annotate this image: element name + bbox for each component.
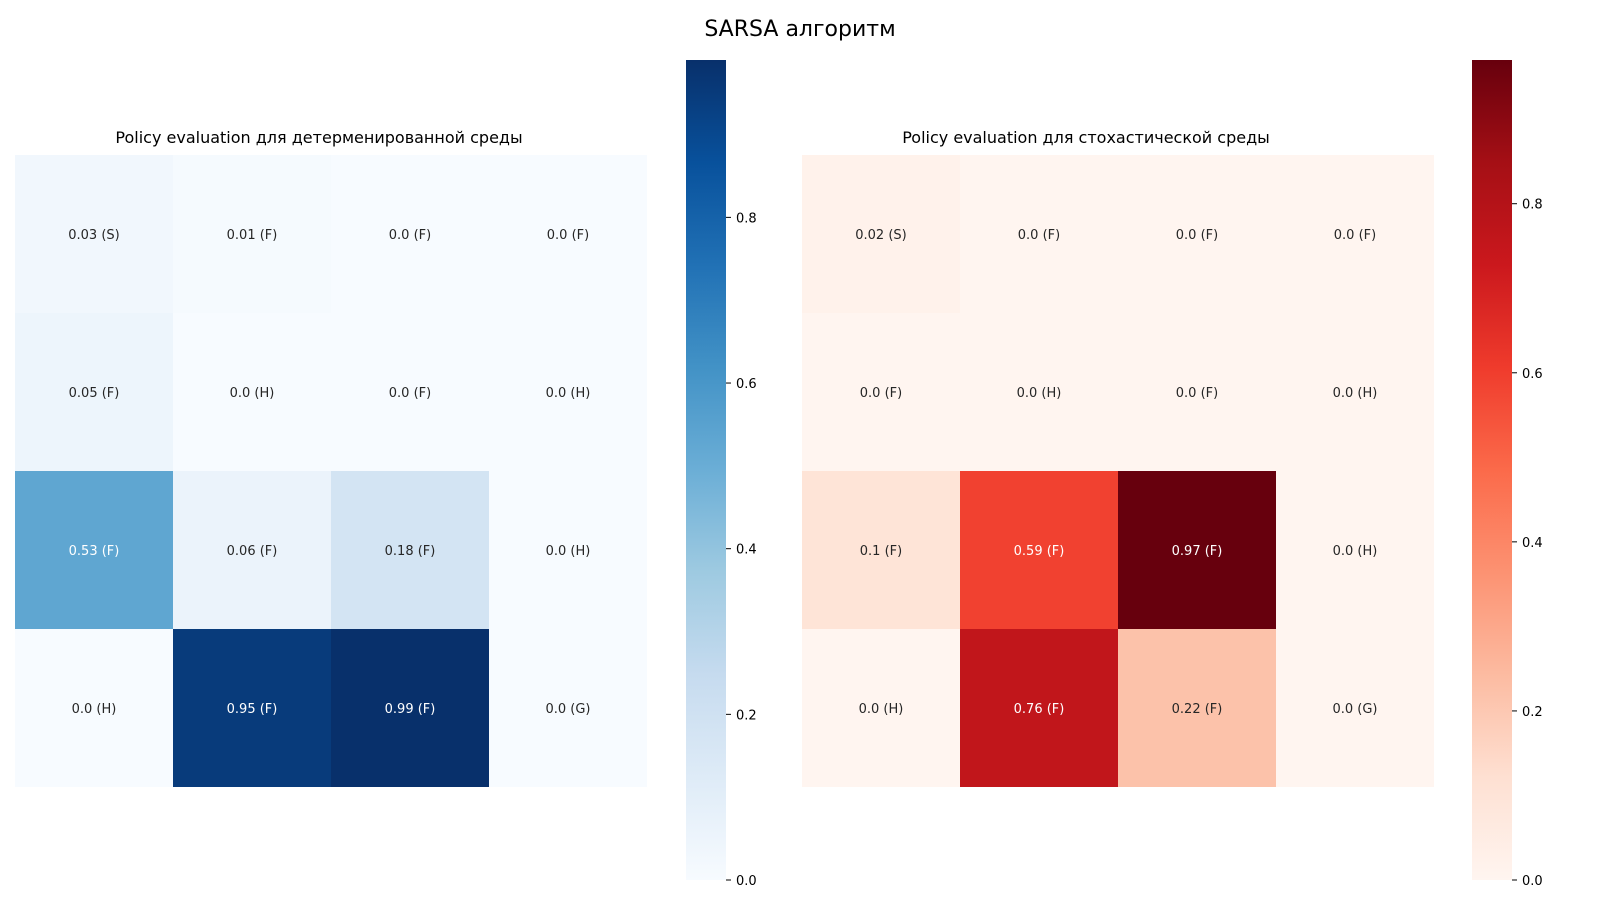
heatmap-cell-deterministic-r3-c1 xyxy=(173,629,331,787)
heatmap-cell-deterministic-r0-c3 xyxy=(489,155,647,313)
heatmap-cell-label-stochastic-r0-c1: 0.0 (F) xyxy=(1018,228,1060,243)
heatmap-cell-stochastic-r2-c2 xyxy=(1118,471,1276,629)
heatmap-cell-deterministic-r3-c0 xyxy=(15,629,173,787)
heatmap-cell-label-deterministic-r1-c2: 0.0 (F) xyxy=(389,386,431,401)
heatmap-cell-deterministic-r3-c3 xyxy=(489,629,647,787)
heatmap-panel-stochastic: Policy evaluation для стохастической сре… xyxy=(802,60,1543,889)
heatmap-cell-label-stochastic-r1-c1: 0.0 (H) xyxy=(1017,386,1062,401)
heatmap-cell-deterministic-r2-c2 xyxy=(331,471,489,629)
heatmap-cell-stochastic-r3-c1 xyxy=(960,629,1118,787)
heatmap-cell-label-stochastic-r2-c3: 0.0 (H) xyxy=(1333,544,1378,559)
heatmap-grid-deterministic: 0.03 (S) 0.01 (F) 0.0 (F) 0.0 (F) 0.05 (F) 0.… xyxy=(15,155,647,787)
heatmap-cell-deterministic-r3-c2 xyxy=(331,629,489,787)
heatmap-cell-stochastic-r0-c1 xyxy=(960,155,1118,313)
colorbar-deterministic: 0.0 0.2 0.4 0.6 0.8 xyxy=(686,60,757,889)
heatmap-cell-label-deterministic-r3-c2: 0.99 (F) xyxy=(385,702,436,717)
colorbar-tick-label-deterministic-4: 0.8 xyxy=(736,211,757,226)
heatmap-grid-stochastic: 0.02 (S) 0.0 (F) 0.0 (F) 0.0 (F) 0.0 (F) 0.0 … xyxy=(802,155,1434,787)
heatmap-cell-stochastic-r3-c2 xyxy=(1118,629,1276,787)
colorbar-tick-label-stochastic-0: 0.0 xyxy=(1522,874,1543,889)
colorbar-gradient-deterministic xyxy=(686,60,726,880)
colorbar-tick-label-stochastic-4: 0.8 xyxy=(1522,198,1543,213)
heatmap-cell-label-stochastic-r2-c0: 0.1 (F) xyxy=(860,544,902,559)
colorbar-tick-label-stochastic-2: 0.4 xyxy=(1522,536,1543,551)
heatmap-cell-label-stochastic-r0-c3: 0.0 (F) xyxy=(1334,228,1376,243)
heatmap-cell-stochastic-r1-c3 xyxy=(1276,313,1434,471)
colorbar-tick-label-deterministic-1: 0.2 xyxy=(736,708,757,723)
heatmap-cell-stochastic-r0-c2 xyxy=(1118,155,1276,313)
heatmap-cell-label-deterministic-r1-c3: 0.0 (H) xyxy=(546,386,591,401)
heatmap-cell-label-deterministic-r3-c1: 0.95 (F) xyxy=(227,702,278,717)
heatmap-cell-deterministic-r0-c1 xyxy=(173,155,331,313)
heatmap-cell-label-deterministic-r2-c2: 0.18 (F) xyxy=(385,544,436,559)
heatmap-cell-label-stochastic-r3-c2: 0.22 (F) xyxy=(1172,702,1223,717)
heatmap-cell-deterministic-r1-c3 xyxy=(489,313,647,471)
heatmap-cell-label-deterministic-r3-c3: 0.0 (G) xyxy=(545,702,590,717)
heatmap-cell-stochastic-r1-c2 xyxy=(1118,313,1276,471)
heatmap-cell-stochastic-r1-c0 xyxy=(802,313,960,471)
heatmap-cell-deterministic-r1-c0 xyxy=(15,313,173,471)
heatmap-cell-label-deterministic-r0-c2: 0.0 (F) xyxy=(389,228,431,243)
heatmap-cell-label-stochastic-r3-c3: 0.0 (G) xyxy=(1332,702,1377,717)
heatmap-cell-stochastic-r2-c0 xyxy=(802,471,960,629)
heatmap-cell-stochastic-r2-c1 xyxy=(960,471,1118,629)
heatmap-cell-label-deterministic-r2-c1: 0.06 (F) xyxy=(227,544,278,559)
heatmap-cell-label-stochastic-r3-c1: 0.76 (F) xyxy=(1014,702,1065,717)
heatmap-cell-deterministic-r1-c1 xyxy=(173,313,331,471)
heatmap-panel-deterministic: Policy evaluation для детерменированной … xyxy=(15,60,757,889)
heatmap-cell-label-deterministic-r0-c0: 0.03 (S) xyxy=(68,228,119,243)
colorbar-tick-label-deterministic-3: 0.6 xyxy=(736,377,757,392)
heatmap-cell-deterministic-r0-c2 xyxy=(331,155,489,313)
heatmap-cell-stochastic-r0-c3 xyxy=(1276,155,1434,313)
colorbar-tick-label-stochastic-3: 0.6 xyxy=(1522,367,1543,382)
heatmap-cell-stochastic-r0-c0 xyxy=(802,155,960,313)
heatmap-cell-label-stochastic-r0-c0: 0.02 (S) xyxy=(855,228,906,243)
heatmap-cell-label-deterministic-r1-c1: 0.0 (H) xyxy=(230,386,275,401)
heatmap-cell-label-stochastic-r1-c3: 0.0 (H) xyxy=(1333,386,1378,401)
heatmap-cell-stochastic-r3-c3 xyxy=(1276,629,1434,787)
heatmap-cell-deterministic-r2-c1 xyxy=(173,471,331,629)
heatmap-cell-label-deterministic-r3-c0: 0.0 (H) xyxy=(72,702,117,717)
heatmap-cell-label-deterministic-r0-c3: 0.0 (F) xyxy=(547,228,589,243)
heatmap-cell-deterministic-r1-c2 xyxy=(331,313,489,471)
heatmap-cell-label-stochastic-r3-c0: 0.0 (H) xyxy=(859,702,904,717)
colorbar-tick-label-stochastic-1: 0.2 xyxy=(1522,705,1543,720)
heatmap-cell-deterministic-r0-c0 xyxy=(15,155,173,313)
heatmap-cell-stochastic-r2-c3 xyxy=(1276,471,1434,629)
heatmap-cell-deterministic-r2-c0 xyxy=(15,471,173,629)
heatmap-cell-label-deterministic-r2-c3: 0.0 (H) xyxy=(546,544,591,559)
figure-title: SARSA алгоритм xyxy=(704,17,895,42)
heatmap-title-stochastic: Policy evaluation для стохастической сре… xyxy=(902,128,1270,147)
colorbar-gradient-stochastic xyxy=(1472,60,1512,880)
colorbar-stochastic: 0.0 0.2 0.4 0.6 0.8 xyxy=(1472,60,1543,889)
colorbar-tick-label-deterministic-0: 0.0 xyxy=(736,874,757,889)
heatmap-cell-deterministic-r2-c3 xyxy=(489,471,647,629)
colorbar-tick-label-deterministic-2: 0.4 xyxy=(736,543,757,558)
heatmap-cell-label-stochastic-r2-c1: 0.59 (F) xyxy=(1014,544,1065,559)
heatmap-cell-label-stochastic-r2-c2: 0.97 (F) xyxy=(1172,544,1223,559)
heatmap-cell-stochastic-r3-c0 xyxy=(802,629,960,787)
heatmap-cell-label-stochastic-r1-c2: 0.0 (F) xyxy=(1176,386,1218,401)
heatmap-cell-label-deterministic-r0-c1: 0.01 (F) xyxy=(227,228,278,243)
heatmap-cell-label-deterministic-r1-c0: 0.05 (F) xyxy=(69,386,120,401)
heatmap-cell-stochastic-r1-c1 xyxy=(960,313,1118,471)
heatmap-cell-label-stochastic-r0-c2: 0.0 (F) xyxy=(1176,228,1218,243)
heatmap-cell-label-stochastic-r1-c0: 0.0 (F) xyxy=(860,386,902,401)
heatmap-title-deterministic: Policy evaluation для детерменированной … xyxy=(115,128,522,147)
heatmap-cell-label-deterministic-r2-c0: 0.53 (F) xyxy=(69,544,120,559)
